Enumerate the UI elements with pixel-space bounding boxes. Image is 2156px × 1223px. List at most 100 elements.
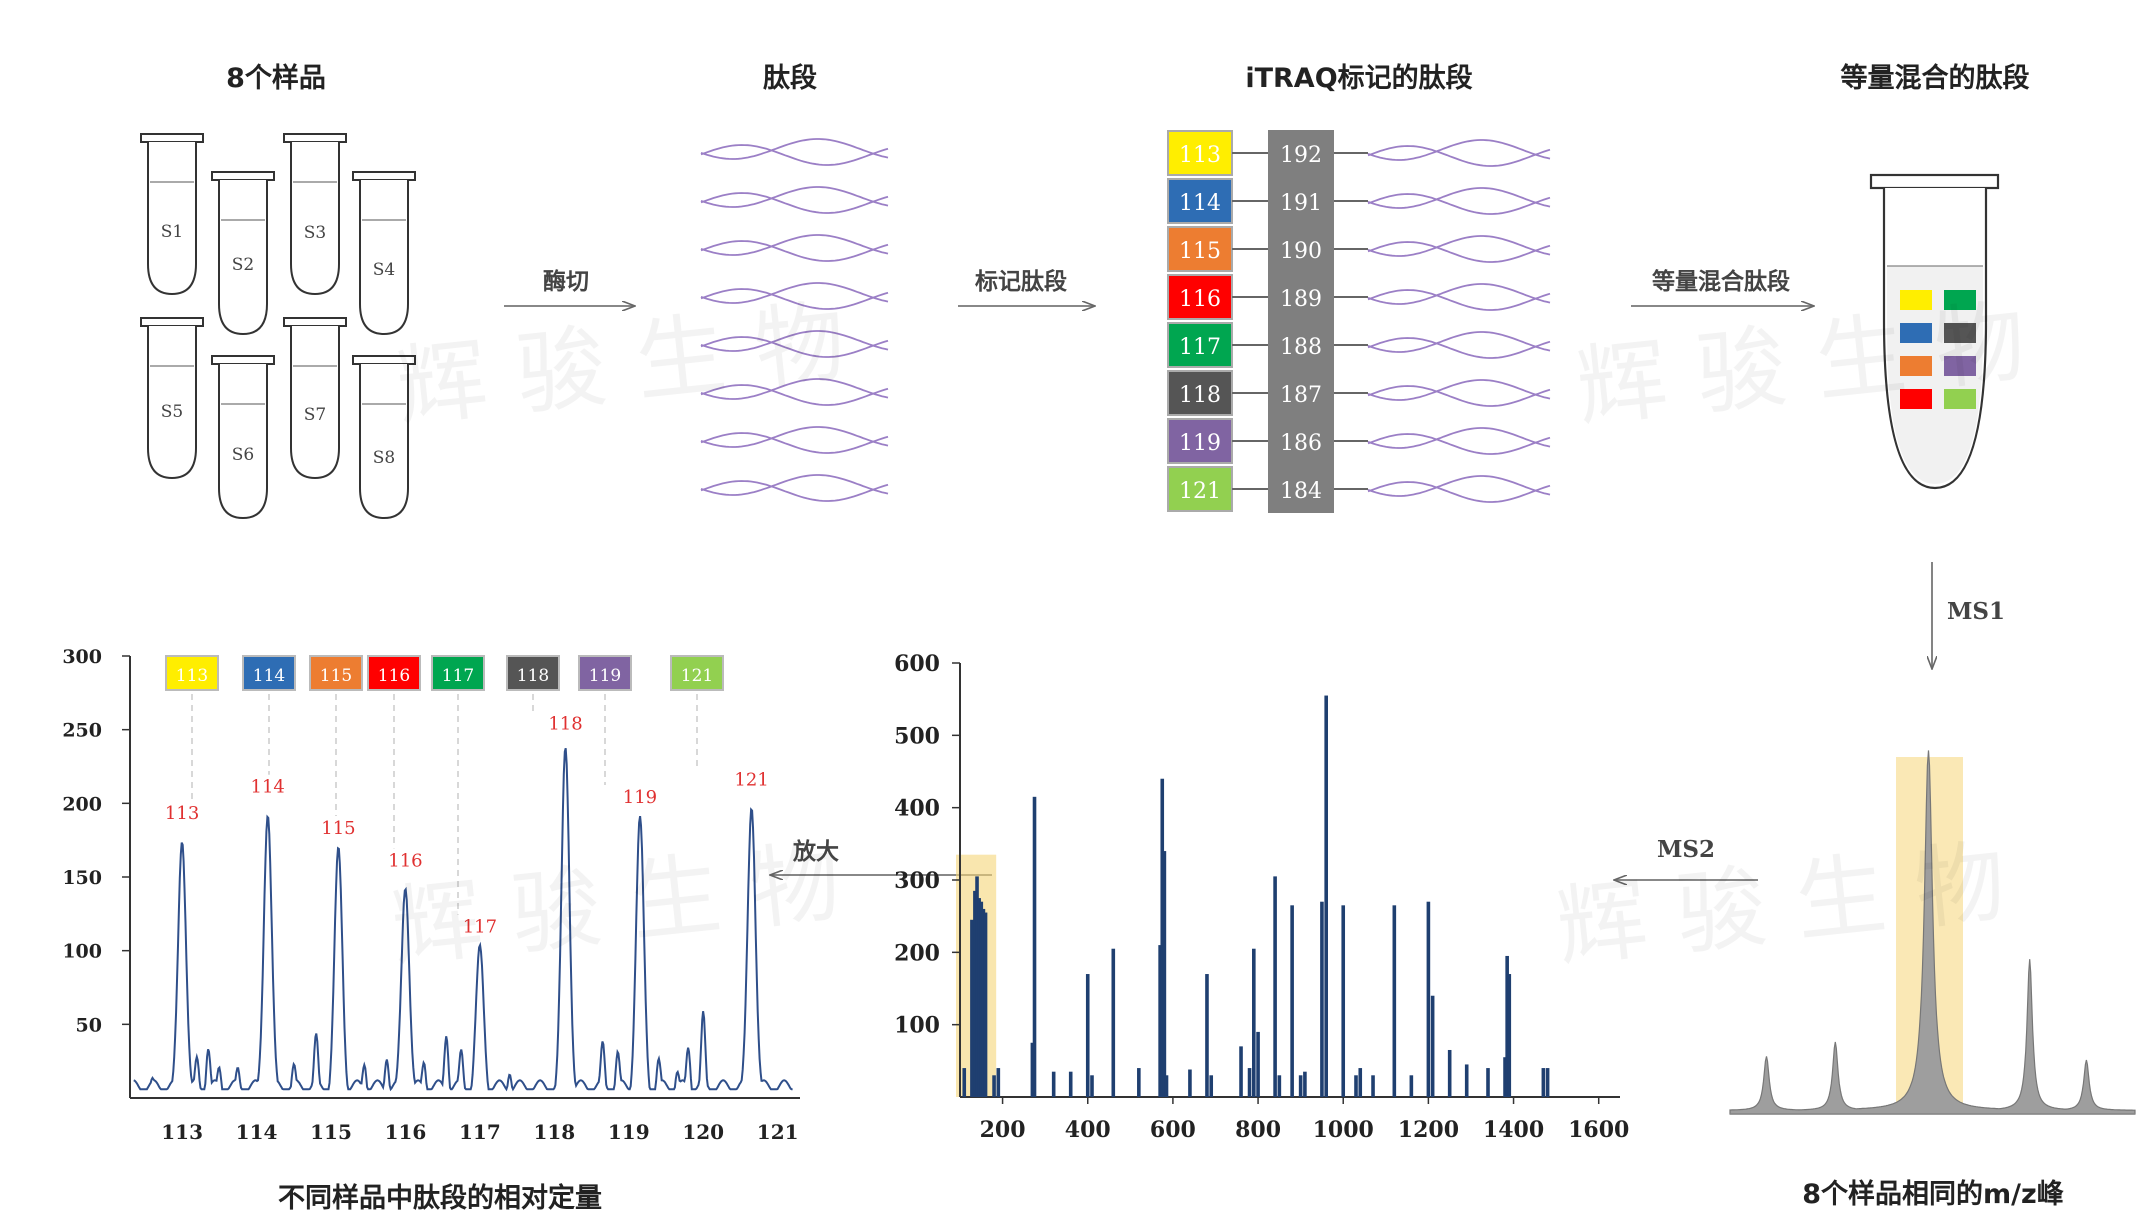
spectrum-bar xyxy=(1068,1071,1073,1097)
reporter-legend-label: 118 xyxy=(517,666,549,686)
spectrum-bar xyxy=(975,876,979,1097)
y-tick-label: 600 xyxy=(894,651,940,677)
x-tick-label: 119 xyxy=(608,1120,650,1144)
balance-label: 189 xyxy=(1280,287,1322,312)
mix-square xyxy=(1900,323,1932,343)
spectrum-bar xyxy=(1273,876,1277,1097)
spectrum-bar xyxy=(1298,1075,1303,1097)
tag-row: 113 192 xyxy=(1167,130,1551,176)
ms1-peak-chart xyxy=(1729,750,2136,1115)
peak-label: 117 xyxy=(463,917,497,938)
reporter-legend-label: 119 xyxy=(589,666,621,686)
tube-label: S1 xyxy=(161,222,183,242)
reporter-legend-label: 113 xyxy=(176,666,208,686)
spectrum-bar xyxy=(1464,1064,1469,1097)
reporter-label: 115 xyxy=(1179,239,1221,264)
tube-label: S7 xyxy=(304,405,326,425)
y-tick-label: 400 xyxy=(894,796,940,822)
x-tick-label: 120 xyxy=(682,1120,724,1144)
peptides-title: 肽段 xyxy=(763,63,817,94)
reporter-label: 114 xyxy=(1179,191,1221,216)
mixed-tube xyxy=(1869,173,2000,490)
peak-label: 114 xyxy=(251,777,285,798)
sample-tube: S5 xyxy=(140,317,204,480)
balance-label: 188 xyxy=(1280,335,1322,360)
mix-square xyxy=(1900,356,1932,376)
mix-square xyxy=(1900,389,1932,409)
reporter-label: 119 xyxy=(1179,431,1221,456)
spectrum-bar xyxy=(1247,1068,1252,1097)
spectrum-bar xyxy=(977,898,981,1097)
x-tick-label: 1000 xyxy=(1313,1117,1374,1143)
reporter-box xyxy=(1167,322,1233,368)
reporter-ion-chart: 50 100 150 200 250 300 113 114 115 116 117 118 119 12… xyxy=(62,646,800,1144)
spectrum-bar xyxy=(1341,905,1346,1097)
mix-square xyxy=(1944,323,1976,343)
balance-label: 184 xyxy=(1280,479,1322,504)
spectrum-bar xyxy=(1447,1049,1452,1097)
peptide-wave xyxy=(700,378,889,406)
y-tick-label: 300 xyxy=(894,868,940,894)
spectrum-bar xyxy=(973,890,977,1097)
spectrum-bar xyxy=(1188,1069,1192,1097)
spectrum-bar xyxy=(1158,945,1162,1097)
labeled-peptides-title: iTRAQ标记的肽段 xyxy=(1245,63,1473,94)
spectrum-bar xyxy=(1354,1075,1358,1097)
tag-row: 117 188 xyxy=(1167,322,1551,368)
sample-tube: S6 xyxy=(211,355,275,520)
spectrum-bar xyxy=(1503,1057,1507,1097)
balance-label: 187 xyxy=(1280,383,1322,408)
reporter-legend-box xyxy=(431,655,485,691)
y-tick-label: 250 xyxy=(62,720,102,742)
spectrum-bar xyxy=(970,919,974,1097)
reporter-legend-box xyxy=(367,655,421,691)
spectrum-bar xyxy=(1426,901,1431,1097)
spectrum-bar xyxy=(1205,974,1209,1097)
balance-column xyxy=(1268,130,1334,513)
labeled-peptide-wave xyxy=(1367,427,1551,455)
x-tick-label: 1200 xyxy=(1398,1117,1459,1143)
tag-row: 115 190 xyxy=(1167,226,1551,272)
spectrum-bar xyxy=(981,908,986,1097)
spectrum-bar xyxy=(1085,974,1090,1097)
y-tick-label: 50 xyxy=(76,1014,102,1036)
spectrum-bar xyxy=(1430,995,1435,1097)
spectrum-bar xyxy=(1486,1068,1490,1097)
reporter-box xyxy=(1167,274,1233,320)
peak-label: 119 xyxy=(623,787,657,808)
tube-label: S2 xyxy=(232,255,254,275)
spectrum-bar xyxy=(1032,796,1037,1097)
balance-label: 191 xyxy=(1280,191,1322,216)
spectrum-bar xyxy=(996,1068,1001,1097)
tag-row: 116 189 xyxy=(1167,274,1551,320)
mix-square xyxy=(1900,290,1932,310)
spectrum-bar xyxy=(962,1068,967,1097)
spectrum-bar xyxy=(992,1075,996,1097)
sample-tube: S2 xyxy=(211,171,275,336)
spectrum-bar xyxy=(1160,778,1165,1097)
peptide-wave xyxy=(700,474,889,502)
spectrum-bar xyxy=(979,901,984,1097)
peptide-wave xyxy=(700,282,889,310)
x-tick-label: 118 xyxy=(533,1120,575,1144)
mix-step-label: 等量混合肽段 xyxy=(1652,269,1790,295)
spectrum-bar xyxy=(1324,695,1328,1097)
x-tick-label: 121 xyxy=(757,1120,799,1144)
sample-tubes: S1 S2 S3 S4 S5 S6 S7 S8 xyxy=(140,133,416,520)
x-tick-label: 113 xyxy=(161,1120,203,1144)
reporter-legend-box xyxy=(309,655,363,691)
spectrum-bar xyxy=(1209,1075,1214,1097)
spectrum-bar xyxy=(1409,1075,1414,1097)
sample-tube: S1 xyxy=(140,133,204,296)
reporter-legend-label: 121 xyxy=(681,666,713,686)
balance-label: 190 xyxy=(1280,239,1322,264)
y-tick-label: 300 xyxy=(62,646,102,668)
reporter-legend-box xyxy=(242,655,296,691)
spectrum-bar xyxy=(1371,1075,1375,1097)
reporter-box xyxy=(1167,226,1233,272)
balance-label: 186 xyxy=(1280,431,1322,456)
spectrum-bar xyxy=(1164,1075,1169,1097)
peak-label: 113 xyxy=(165,803,199,824)
spectrum-bar xyxy=(1051,1071,1056,1097)
